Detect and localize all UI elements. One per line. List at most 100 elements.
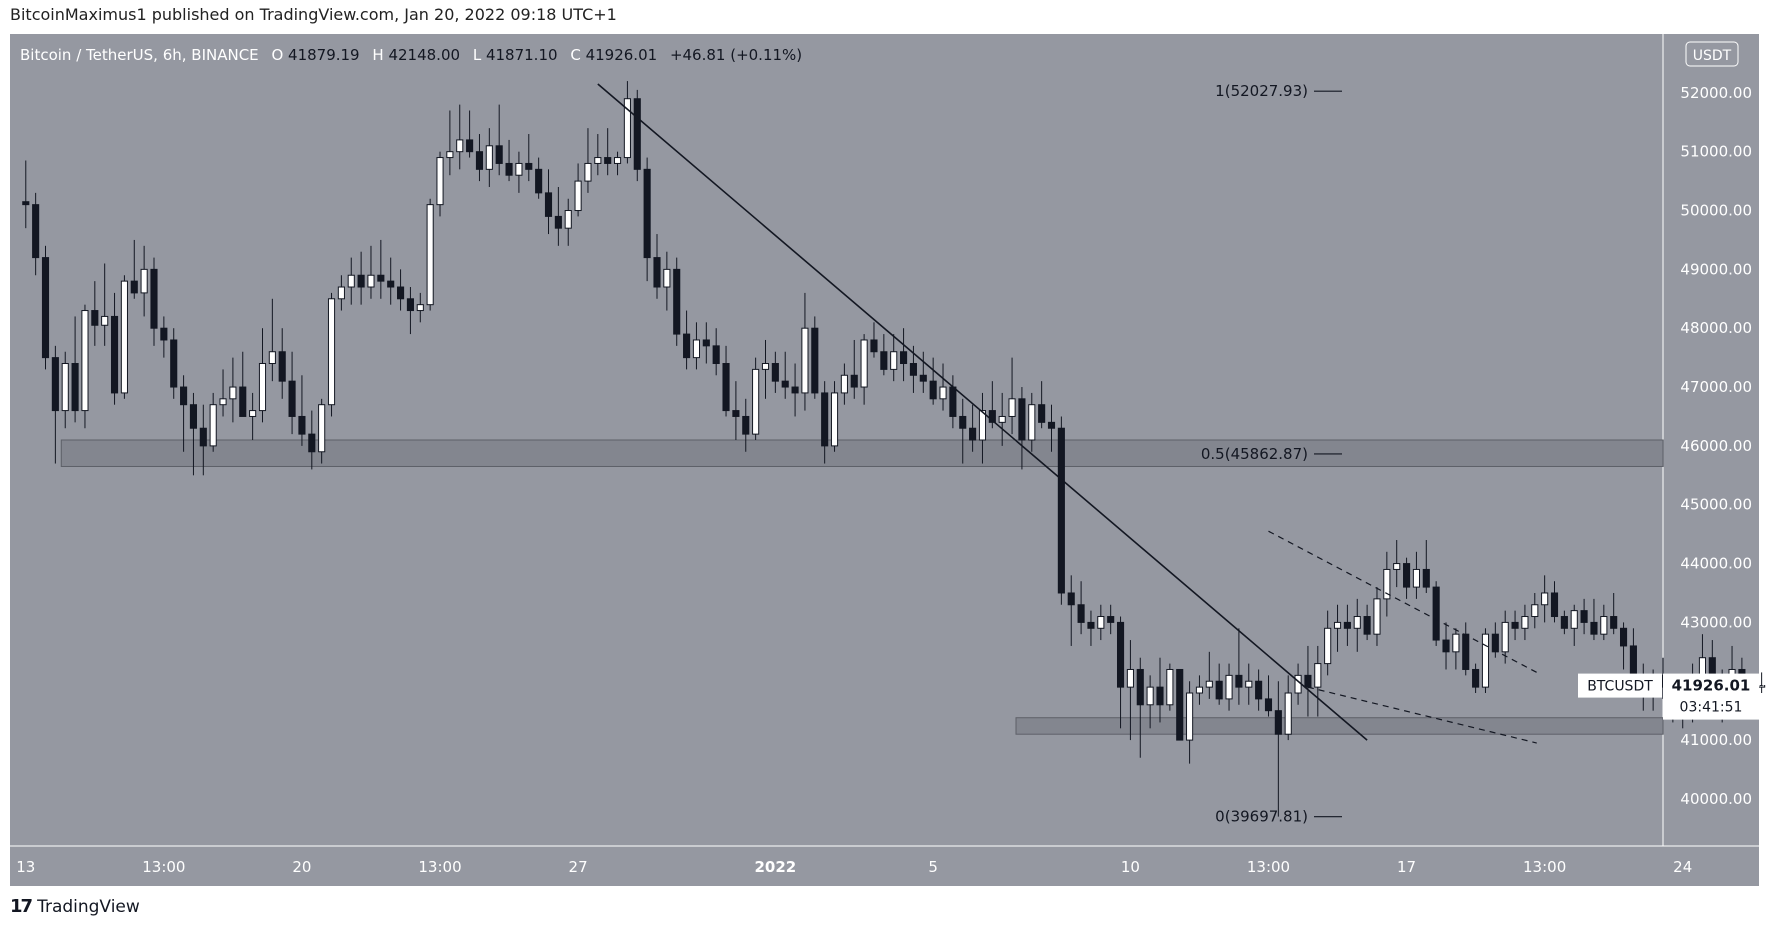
candle-2 xyxy=(41,245,50,370)
candle-54 xyxy=(554,186,562,246)
price-chart[interactable]: 1(52027.93)0.5(45862.87)0(39697.81) 5200… xyxy=(0,0,1769,890)
candle-9 xyxy=(110,292,119,405)
candle-body xyxy=(101,315,109,326)
price-tick-8: 44000.00 xyxy=(1680,555,1752,573)
price-box xyxy=(1663,673,1759,720)
candle-body xyxy=(1057,427,1065,594)
candle-body xyxy=(1304,674,1312,688)
candle-116 xyxy=(1166,663,1174,711)
candle-133 xyxy=(1333,604,1342,652)
candle-body xyxy=(604,157,612,164)
candle-91 xyxy=(919,351,927,393)
candle-111 xyxy=(1116,616,1125,729)
candle-127 xyxy=(1274,681,1282,817)
price-axis-ticks: 52000.00 51000.00 50000.00 49000.00 48000.00… xyxy=(1680,84,1752,808)
candle-body xyxy=(821,392,829,447)
candle-body xyxy=(1225,674,1233,700)
candle-body xyxy=(653,257,661,288)
candle-35 xyxy=(367,245,375,299)
candle-body xyxy=(81,310,89,412)
price-tick-4: 48000.00 xyxy=(1680,319,1752,337)
candle-144 xyxy=(1442,622,1450,670)
candle-body xyxy=(51,357,59,412)
candle-157 xyxy=(1570,604,1578,646)
candle-body xyxy=(1481,633,1490,688)
candle-body xyxy=(890,351,898,370)
candle-51 xyxy=(525,134,533,182)
candle-body xyxy=(939,386,947,400)
candle-body xyxy=(1383,568,1391,600)
candle-109 xyxy=(1097,604,1105,641)
candle-body xyxy=(1264,698,1273,712)
candle-body xyxy=(1018,398,1026,441)
candle-body xyxy=(525,162,533,170)
time-axis[interactable] xyxy=(10,846,1759,886)
fib-label: 0.5(45862.87) xyxy=(1201,445,1308,463)
candle-body xyxy=(288,380,296,417)
candle-body xyxy=(594,157,602,164)
candle-body xyxy=(278,351,286,382)
candle-23 xyxy=(249,392,257,440)
publish-header: BitcoinMaximus1 published on TradingView… xyxy=(10,5,617,24)
candle-58 xyxy=(594,134,602,176)
candle-159 xyxy=(1590,598,1598,641)
candle-body xyxy=(436,157,444,206)
candle-body xyxy=(1491,633,1499,653)
descending-resistance-line-0 xyxy=(597,83,1368,741)
candle-74 xyxy=(752,357,760,440)
legend-symbol: Bitcoin / TetherUS, 6h, BINANCE xyxy=(20,46,259,64)
candle-body xyxy=(1077,604,1085,623)
candle-132 xyxy=(1324,610,1332,676)
candle-body xyxy=(978,410,987,441)
candle-body xyxy=(1166,668,1174,706)
candle-body xyxy=(1580,610,1588,623)
candle-112 xyxy=(1126,640,1134,741)
candle-body xyxy=(633,98,641,170)
candle-body xyxy=(140,268,148,294)
candle-body xyxy=(771,363,779,382)
currency-label: USDT xyxy=(1693,48,1732,64)
candle-body xyxy=(219,398,227,406)
time-tick-2: 20 xyxy=(292,858,311,876)
candle-107 xyxy=(1077,581,1085,635)
currency-badge[interactable]: USDT xyxy=(1685,41,1739,67)
candle-34 xyxy=(357,251,365,305)
candle-body xyxy=(61,363,69,412)
candle-body xyxy=(1373,598,1381,635)
candle-body xyxy=(1294,674,1302,694)
candle-16 xyxy=(180,375,188,452)
candle-48 xyxy=(495,104,503,176)
candle-154 xyxy=(1541,575,1549,623)
candle-11 xyxy=(130,239,138,299)
candle-101 xyxy=(1018,387,1026,470)
candle-55 xyxy=(564,198,572,246)
fib-label: 1(52027.93) xyxy=(1215,82,1308,100)
candle-28 xyxy=(298,375,306,446)
candle-33 xyxy=(347,257,355,305)
candle-body xyxy=(209,404,217,447)
candle-140 xyxy=(1403,557,1411,599)
candle-152 xyxy=(1521,604,1529,641)
candle-8 xyxy=(101,263,109,346)
candle-body xyxy=(1107,616,1115,623)
candle-149 xyxy=(1491,622,1499,658)
candle-countdown: 03:41:51 xyxy=(1680,700,1743,716)
time-tick-5: 2022 xyxy=(754,858,796,876)
candle-96 xyxy=(969,404,977,452)
candle-body xyxy=(1284,692,1292,735)
price-tick-2: 50000.00 xyxy=(1680,202,1752,220)
candle-body xyxy=(189,404,198,429)
candle-body xyxy=(1590,621,1598,635)
candle-46 xyxy=(475,134,484,182)
candle-53 xyxy=(544,169,553,235)
candle-37 xyxy=(387,257,395,305)
footer-brand: TradingView xyxy=(37,896,140,917)
candle-106 xyxy=(1067,575,1075,646)
candle-body xyxy=(416,304,424,312)
candle-body xyxy=(71,363,79,412)
candlesticks xyxy=(22,81,1766,817)
candle-20 xyxy=(219,369,227,417)
candle-body xyxy=(811,327,819,394)
candle-1 xyxy=(32,192,40,276)
candle-10 xyxy=(120,275,128,399)
